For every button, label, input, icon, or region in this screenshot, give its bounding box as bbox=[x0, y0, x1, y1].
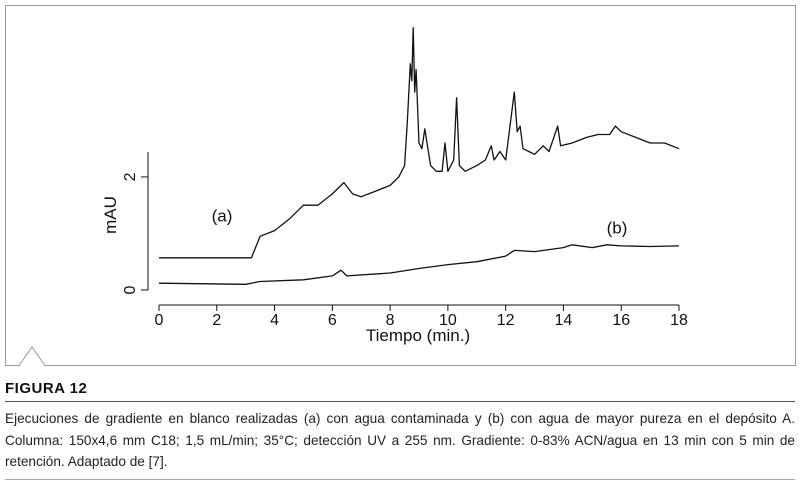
x-tick-label: 12 bbox=[497, 312, 515, 329]
x-tick-label: 16 bbox=[612, 312, 630, 329]
y-tick-label: 2 bbox=[122, 172, 139, 181]
y-axis-label: mAU bbox=[101, 196, 120, 234]
series-line bbox=[159, 27, 680, 259]
x-tick-label: 0 bbox=[155, 312, 164, 329]
x-tick-label: 18 bbox=[670, 312, 688, 329]
figure-frame bbox=[5, 5, 796, 366]
x-tick-label: 8 bbox=[386, 312, 395, 329]
y-tick-label: 0 bbox=[122, 285, 139, 294]
series-label: (a) bbox=[212, 206, 233, 225]
figure-caption: Ejecuciones de gradiente en blanco reali… bbox=[5, 408, 795, 480]
series-label: (b) bbox=[607, 218, 628, 237]
x-tick-label: 2 bbox=[212, 312, 221, 329]
caption-block: FIGURA 12 Ejecuciones de gradiente en bl… bbox=[5, 380, 795, 480]
x-tick-label: 4 bbox=[270, 312, 279, 329]
figure-label: FIGURA 12 bbox=[5, 380, 795, 402]
series-line bbox=[158, 244, 680, 285]
x-tick-label: 14 bbox=[555, 312, 573, 329]
chart: mAU Tiempo (min.) 0 2 0 2 4 6 8 10 12 14 16 18 (a) (b… bbox=[5, 5, 796, 366]
x-tick-label: 10 bbox=[439, 312, 457, 329]
x-tick-label: 6 bbox=[328, 312, 337, 329]
x-axis-label: Tiempo (min.) bbox=[366, 326, 470, 345]
